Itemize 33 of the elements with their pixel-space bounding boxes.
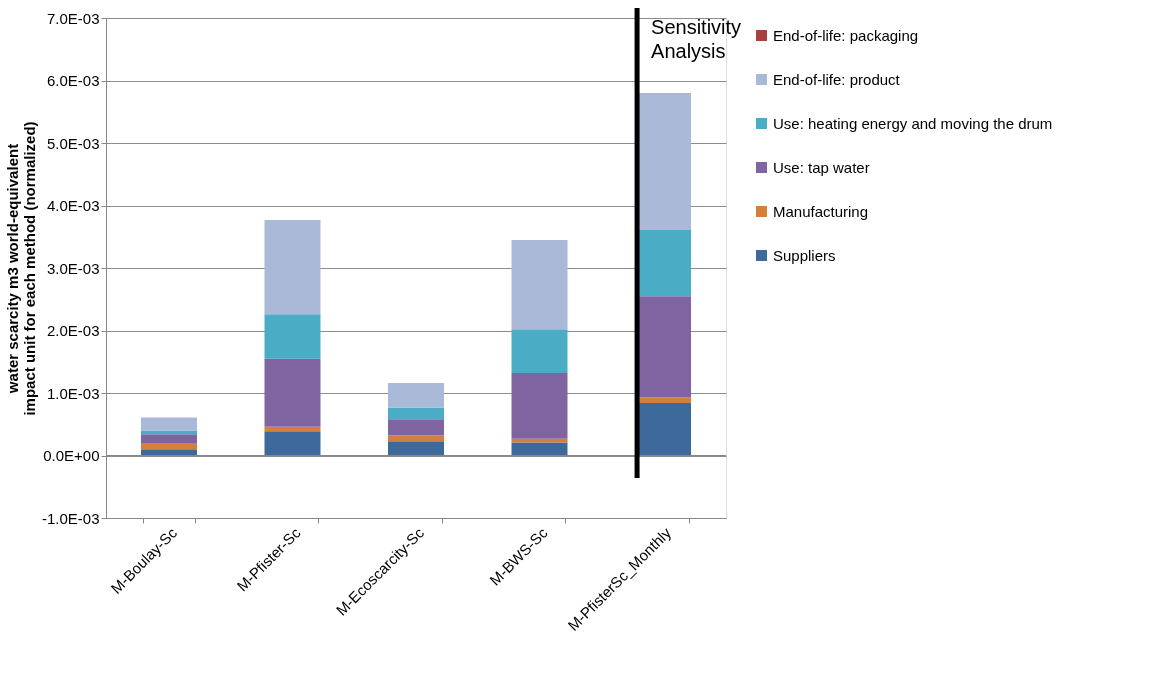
bar xyxy=(140,417,197,431)
bar xyxy=(140,434,197,444)
bar xyxy=(388,407,444,420)
bar xyxy=(140,449,197,456)
legend-label: End-of-life: packaging xyxy=(773,26,919,44)
bar xyxy=(264,219,321,315)
bar xyxy=(264,431,321,456)
y-tick-label: 6.0E-03 xyxy=(46,72,100,89)
legend-label: Use: tap water xyxy=(773,158,870,176)
y-tick-label: -1.0E-03 xyxy=(41,509,100,527)
y-tick-label: 3.0E-03 xyxy=(46,259,100,277)
y-tick-label: 1.0E-03 xyxy=(46,384,100,402)
bar xyxy=(264,314,321,359)
y-tick-label: 2.0E-03 xyxy=(46,322,100,339)
bar xyxy=(511,329,568,373)
bar xyxy=(388,383,444,408)
y-tick-label: 5.0E-03 xyxy=(46,134,100,152)
y-tick-label: 0.0E+00 xyxy=(43,447,100,464)
legend-label: End-of-life: product xyxy=(773,70,901,88)
bar xyxy=(511,239,568,330)
bar xyxy=(388,441,444,456)
bar xyxy=(388,419,444,436)
legend-label: Use: heating energy and moving the drum xyxy=(773,114,1053,132)
y-axis-title: water scarcity m3 world-equivalent impact unit for each method (normalized) xyxy=(3,121,38,416)
legend-label: Suppliers xyxy=(773,246,836,264)
y-tick-label: 7.0E-03 xyxy=(46,9,100,27)
bar xyxy=(511,373,568,439)
bar xyxy=(264,358,321,427)
ref-line-label: Sensitivity Analysis xyxy=(651,16,742,62)
legend-label: Manufacturing xyxy=(773,202,869,220)
bar xyxy=(511,442,568,456)
y-tick-label: 4.0E-03 xyxy=(46,197,100,214)
bar xyxy=(264,426,321,432)
